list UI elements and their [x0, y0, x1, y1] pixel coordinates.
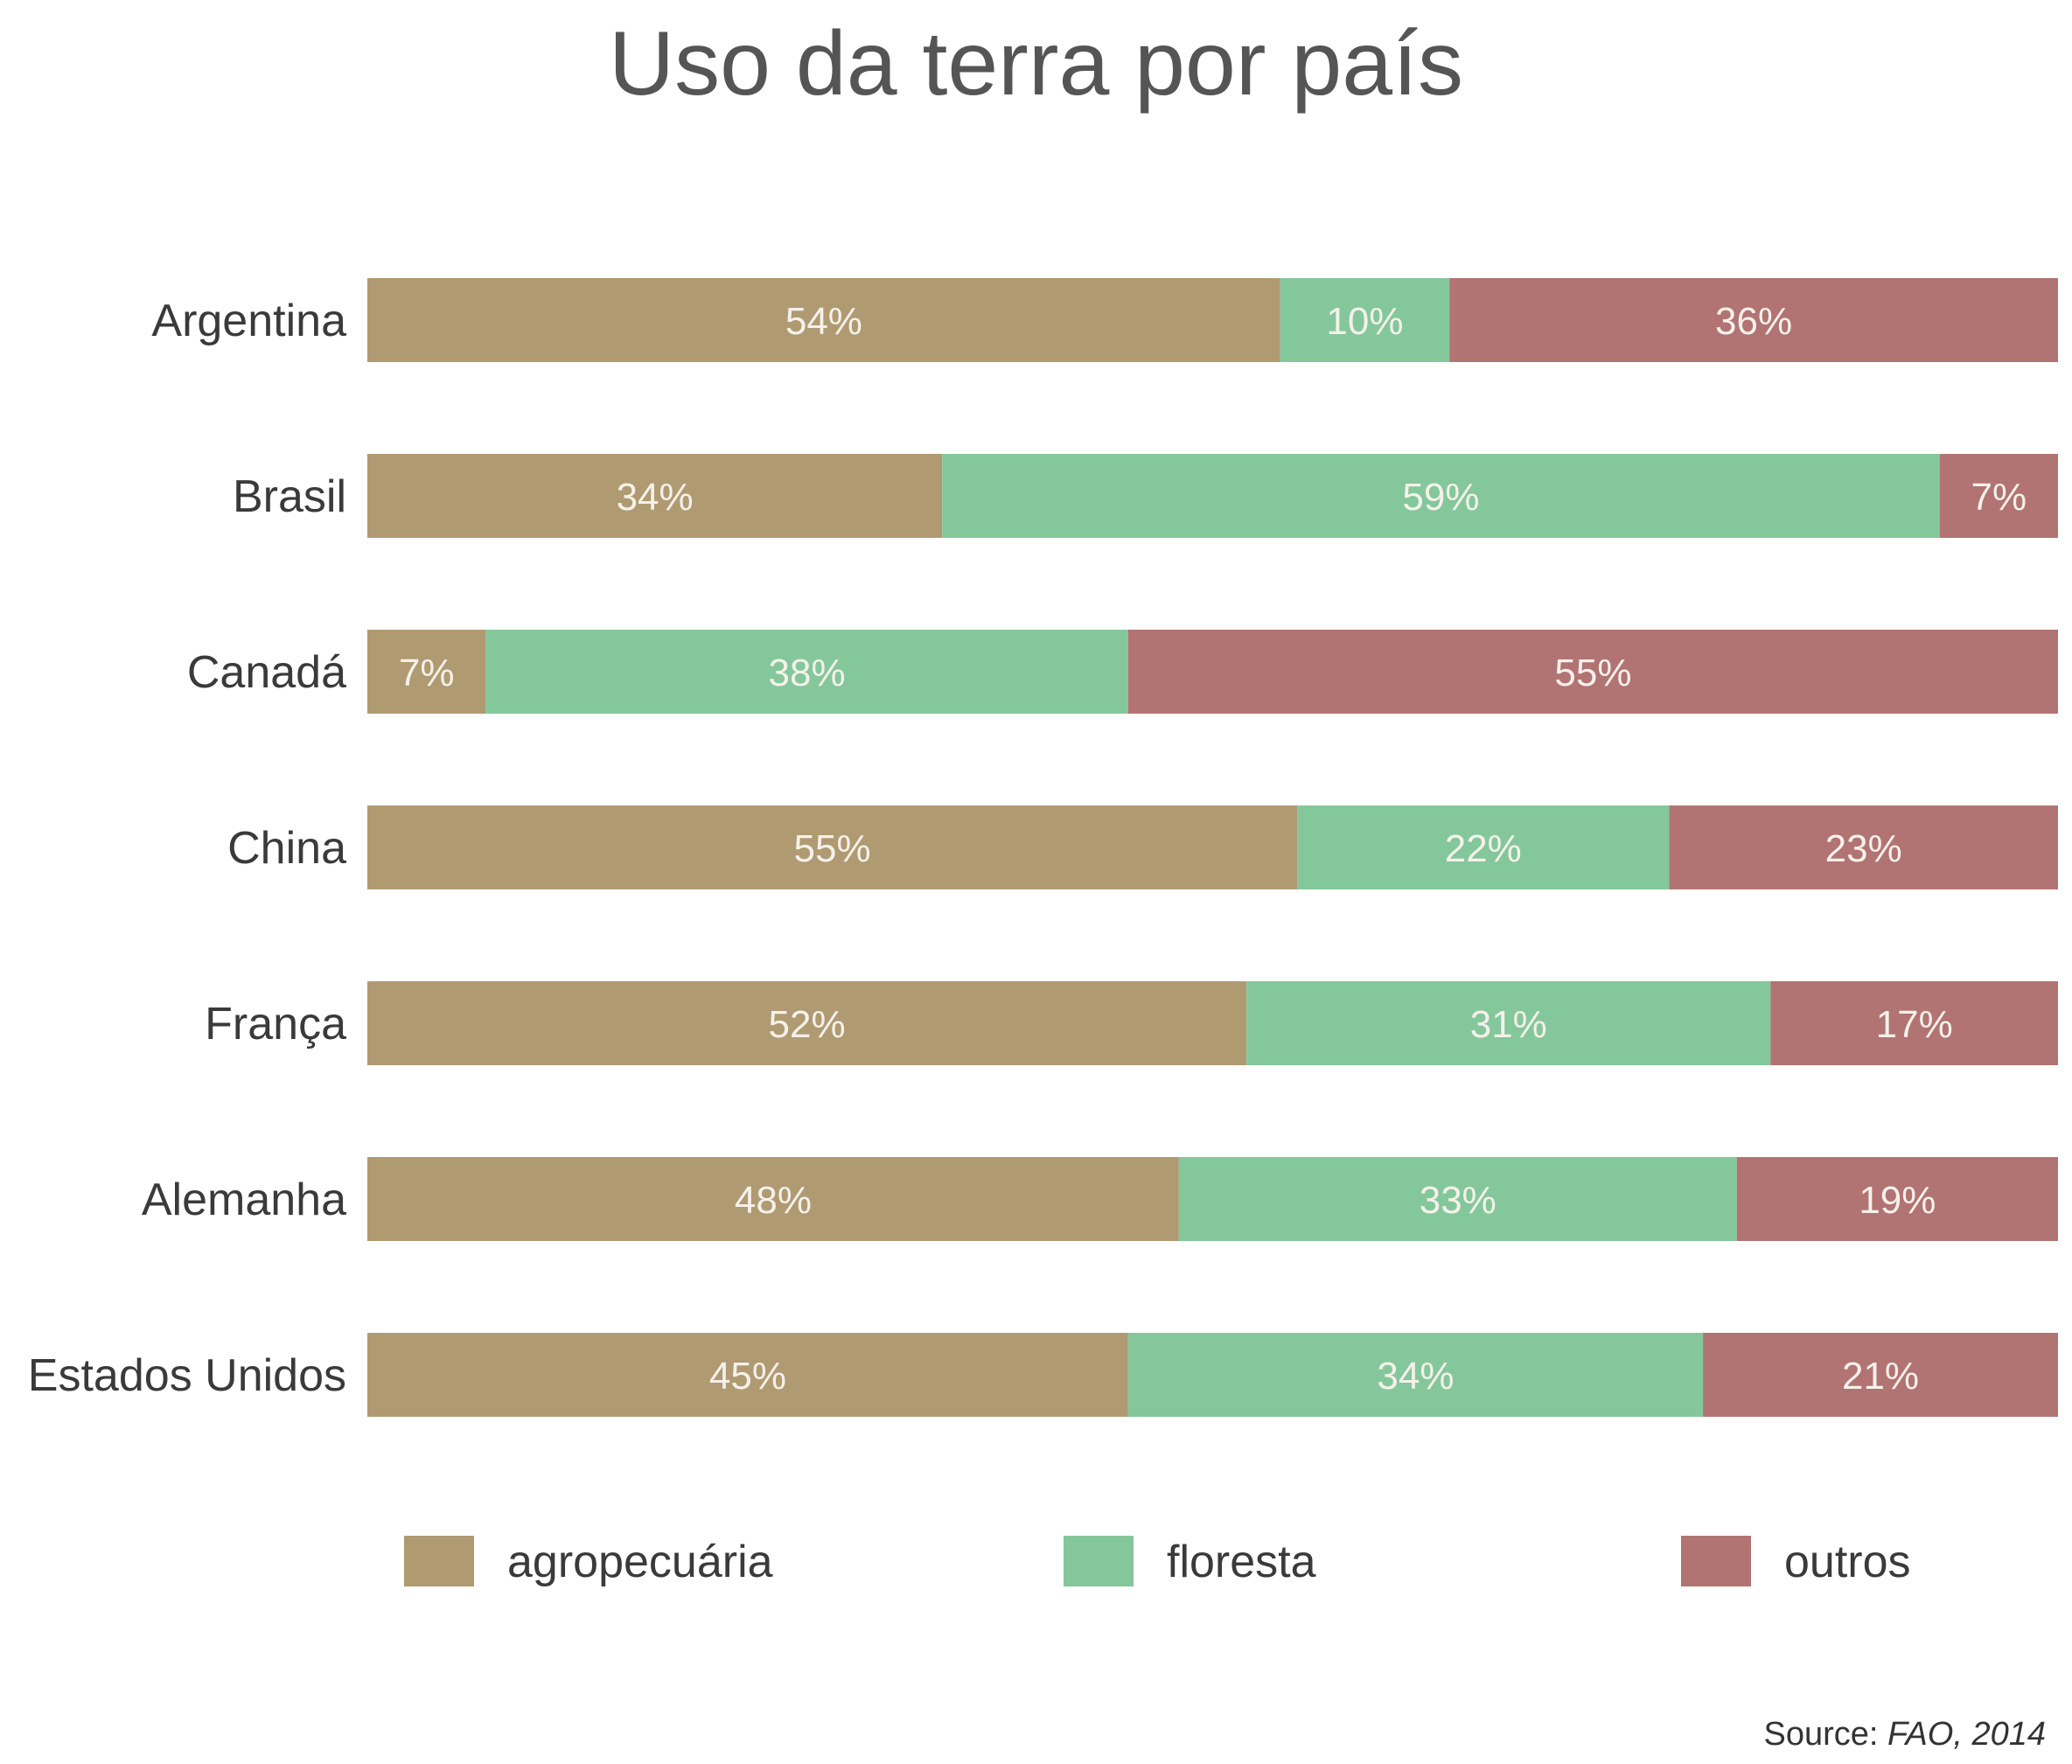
bar-segment — [1246, 981, 1771, 1065]
category-label: Brasil — [233, 471, 346, 522]
bar-segment — [1127, 1333, 1704, 1417]
bar-segment — [1297, 805, 1670, 889]
bar-value-label: 48% — [735, 1179, 812, 1222]
bar-segment — [1127, 630, 2058, 714]
bar-value-label: 55% — [1554, 652, 1631, 694]
bar-segment — [1703, 1333, 2058, 1417]
bar-value-label: 10% — [1326, 300, 1403, 343]
source-label: Source: — [1763, 1716, 1879, 1753]
bar-segment — [367, 1157, 1179, 1241]
bar-segment — [367, 805, 1298, 889]
bar-value-label: 59% — [1402, 476, 1479, 519]
bar-segment — [1449, 278, 2058, 362]
legend-label: outros — [1784, 1537, 1911, 1587]
bar-value-label: 33% — [1420, 1179, 1496, 1222]
bar-value-label: 52% — [769, 1003, 846, 1046]
bar-value-label: 21% — [1842, 1355, 1919, 1398]
legend-swatch — [404, 1536, 474, 1586]
category-label: França — [205, 999, 346, 1049]
bar-segment — [485, 630, 1128, 714]
bar-segment — [367, 278, 1280, 362]
legend-swatch — [1681, 1536, 1751, 1586]
category-label: Argentina — [151, 296, 346, 346]
bar-segment — [367, 454, 943, 538]
bar-value-label: 7% — [1971, 476, 2027, 519]
bar-segment — [1178, 1157, 1737, 1241]
category-label: China — [227, 823, 346, 874]
legend-swatch — [1064, 1536, 1134, 1586]
source-note: Source: FAO, 2014 — [1764, 1716, 2046, 1754]
source-value: FAO, 2014 — [1887, 1716, 2046, 1753]
bar-value-label: 7% — [399, 652, 455, 694]
legend-label: floresta — [1167, 1537, 1316, 1587]
bar-segment — [1280, 278, 1450, 362]
bar-segment — [942, 454, 1940, 538]
legend: agropecuária floresta outros — [404, 1536, 1911, 1587]
bar-segment — [367, 1333, 1128, 1417]
category-label: Canadá — [187, 647, 346, 698]
bar-value-label: 36% — [1715, 300, 1792, 343]
bar-value-label: 38% — [769, 652, 846, 694]
bar-segment — [367, 981, 1247, 1065]
bar-segment — [1736, 1157, 2058, 1241]
bar-value-label: 34% — [1377, 1355, 1454, 1398]
bar-value-label: 22% — [1445, 827, 1522, 870]
bars-group: Argentina 54% 10% 36% Brasil 34% 59% 7% Canadá 7%… — [28, 278, 2058, 1417]
bar-value-label: 17% — [1876, 1003, 1953, 1046]
chart-title: Uso da terra por país — [609, 13, 1463, 115]
bar-value-label: 19% — [1859, 1179, 1936, 1222]
bar-value-label: 55% — [794, 827, 871, 870]
bar-segment — [1669, 805, 2058, 889]
bar-value-label: 31% — [1470, 1003, 1547, 1046]
bar-segment — [367, 630, 486, 714]
bar-segment — [1939, 454, 2058, 538]
bar-value-label: 34% — [617, 476, 694, 519]
category-label: Alemanha — [142, 1175, 346, 1225]
bar-segment — [1770, 981, 2058, 1065]
bar-value-label: 45% — [709, 1355, 786, 1398]
category-label: Estados Unidos — [28, 1350, 346, 1401]
legend-label: agropecuária — [507, 1537, 773, 1587]
bar-value-label: 54% — [785, 300, 862, 343]
bar-value-label: 23% — [1825, 827, 1902, 870]
